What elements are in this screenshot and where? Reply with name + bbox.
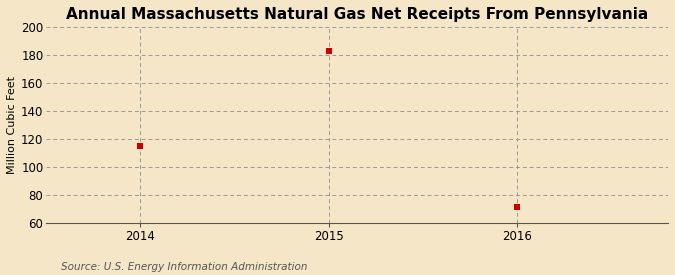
Title: Annual Massachusetts Natural Gas Net Receipts From Pennsylvania: Annual Massachusetts Natural Gas Net Rec… xyxy=(66,7,648,22)
Y-axis label: Million Cubic Feet: Million Cubic Feet xyxy=(7,76,17,174)
Text: Source: U.S. Energy Information Administration: Source: U.S. Energy Information Administ… xyxy=(61,262,307,272)
